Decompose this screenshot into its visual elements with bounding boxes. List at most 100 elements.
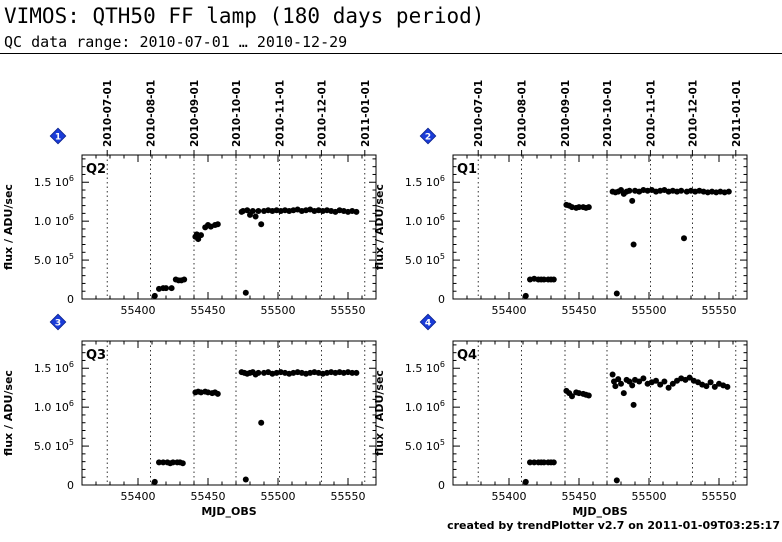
data-point bbox=[550, 276, 557, 283]
date-tick-label: 2010-08-01 bbox=[517, 80, 529, 147]
x-tick-label: 55400 bbox=[492, 304, 527, 317]
y-tick-label: 1.5 106 bbox=[405, 174, 445, 189]
y-axis-label: flux / ADU/sec bbox=[2, 370, 15, 456]
data-point bbox=[613, 477, 620, 484]
y-tick-label: 5.0 105 bbox=[405, 438, 445, 453]
x-tick-label: 55500 bbox=[632, 490, 667, 503]
data-point bbox=[669, 380, 676, 387]
x-tick-label: 55550 bbox=[702, 490, 737, 503]
data-point bbox=[585, 204, 592, 211]
x-tick-label: 55400 bbox=[121, 490, 156, 503]
data-point bbox=[613, 290, 620, 297]
y-tick-label: 1.5 106 bbox=[34, 174, 74, 189]
data-point bbox=[163, 285, 169, 292]
data-point bbox=[665, 384, 672, 391]
data-point bbox=[681, 235, 687, 242]
panel-badge-icon bbox=[49, 127, 67, 145]
data-point bbox=[703, 383, 710, 390]
date-tick-label: 2010-12-01 bbox=[687, 80, 699, 147]
y-tick-label: 5.0 105 bbox=[34, 252, 74, 267]
data-point bbox=[626, 187, 633, 194]
data-point bbox=[630, 401, 637, 408]
y-tick-label: 0 bbox=[438, 293, 445, 306]
panel-badge-icon bbox=[419, 127, 437, 145]
data-point bbox=[629, 382, 636, 389]
data-point bbox=[541, 276, 547, 283]
data-point bbox=[181, 276, 188, 283]
date-tick-label: 2010-10-01 bbox=[231, 80, 243, 147]
x-tick-label: 55500 bbox=[261, 490, 296, 503]
panel-badge-number: 2 bbox=[425, 133, 431, 143]
x-tick-label: 55450 bbox=[191, 304, 226, 317]
data-point bbox=[640, 375, 647, 382]
plot-frame bbox=[81, 340, 377, 486]
x-tick-label: 55400 bbox=[121, 304, 156, 317]
data-point bbox=[168, 285, 175, 292]
y-axis-label: flux / ADU/sec bbox=[2, 184, 15, 270]
y-tick-label: 0 bbox=[67, 293, 74, 306]
data-point bbox=[678, 187, 685, 194]
data-point bbox=[249, 208, 256, 215]
data-point bbox=[569, 393, 575, 400]
plot-frame bbox=[81, 154, 377, 300]
x-axis-label: MJD_OBS bbox=[572, 505, 627, 518]
data-point bbox=[214, 390, 221, 397]
data-point bbox=[725, 188, 732, 195]
data-point bbox=[255, 208, 262, 215]
panel-badge-number: 1 bbox=[55, 133, 61, 143]
data-point bbox=[244, 207, 251, 214]
data-point bbox=[618, 380, 624, 387]
data-point bbox=[214, 221, 221, 228]
panel-badge-icon bbox=[49, 313, 67, 331]
data-point bbox=[653, 377, 659, 384]
data-point bbox=[353, 208, 360, 215]
x-tick-label: 55450 bbox=[191, 490, 226, 503]
data-point bbox=[179, 460, 186, 467]
data-point bbox=[657, 381, 664, 388]
data-point bbox=[255, 369, 262, 376]
data-point bbox=[550, 459, 557, 466]
data-point bbox=[522, 292, 529, 299]
plot-frame bbox=[452, 154, 748, 300]
date-tick-label: 2010-10-01 bbox=[602, 80, 614, 147]
panel-badge-number: 3 bbox=[55, 319, 61, 329]
y-tick-label: 0 bbox=[67, 479, 74, 492]
header-divider bbox=[0, 53, 782, 54]
data-point bbox=[636, 378, 643, 385]
date-tick-label: 2010-12-01 bbox=[316, 80, 328, 147]
x-tick-label: 55550 bbox=[331, 304, 366, 317]
panel-label: Q4 bbox=[457, 348, 477, 363]
y-tick-label: 1.5 106 bbox=[34, 360, 74, 375]
data-point bbox=[242, 476, 249, 483]
footer-credit: created by trendPlotter v2.7 on 2011-01-… bbox=[447, 519, 780, 532]
y-tick-label: 5.0 105 bbox=[34, 438, 74, 453]
y-tick-label: 5.0 105 bbox=[405, 252, 445, 267]
panel-badge-icon bbox=[419, 313, 437, 331]
y-tick-label: 0 bbox=[438, 479, 445, 492]
data-point bbox=[630, 241, 637, 248]
data-point bbox=[258, 419, 265, 426]
data-point bbox=[541, 459, 547, 466]
data-point bbox=[531, 459, 538, 466]
data-point bbox=[686, 374, 693, 381]
x-tick-label: 55550 bbox=[702, 304, 737, 317]
date-tick-label: 2010-08-01 bbox=[146, 80, 158, 147]
data-point bbox=[160, 459, 167, 466]
date-tick-label: 2010-09-01 bbox=[560, 80, 572, 147]
data-point bbox=[724, 383, 731, 390]
data-point bbox=[707, 379, 714, 386]
panel-label: Q1 bbox=[457, 162, 477, 177]
date-tick-label: 2010-07-01 bbox=[102, 80, 114, 147]
data-point bbox=[170, 459, 176, 466]
date-tick-label: 2010-09-01 bbox=[189, 80, 201, 147]
x-tick-label: 55400 bbox=[492, 490, 527, 503]
data-point bbox=[661, 378, 668, 385]
y-tick-label: 1.5 106 bbox=[405, 360, 445, 375]
date-tick-label: 2010-11-01 bbox=[274, 80, 286, 147]
x-tick-label: 55500 bbox=[261, 304, 296, 317]
data-point bbox=[629, 197, 636, 204]
plot-frame bbox=[452, 340, 748, 486]
y-axis-label: flux / ADU/sec bbox=[373, 370, 386, 456]
page-title: VIMOS: QTH50 FF lamp (180 days period) bbox=[4, 4, 485, 28]
page-subtitle: QC data range: 2010-07-01 … 2010-12-29 bbox=[4, 33, 348, 51]
